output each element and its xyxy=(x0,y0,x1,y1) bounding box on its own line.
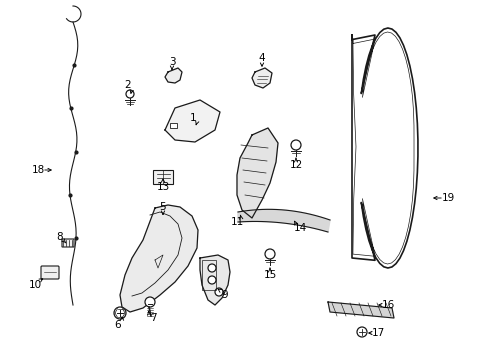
Text: 3: 3 xyxy=(168,57,175,67)
Polygon shape xyxy=(237,128,278,218)
Circle shape xyxy=(126,90,134,98)
Circle shape xyxy=(145,297,155,307)
Text: 6: 6 xyxy=(115,320,121,330)
Text: 14: 14 xyxy=(293,223,306,233)
Text: 16: 16 xyxy=(381,300,394,310)
Circle shape xyxy=(264,249,274,259)
Text: 17: 17 xyxy=(370,328,384,338)
Bar xyxy=(170,123,177,128)
Polygon shape xyxy=(164,100,220,142)
Text: 4: 4 xyxy=(258,53,265,63)
Polygon shape xyxy=(251,68,271,88)
FancyBboxPatch shape xyxy=(62,239,74,247)
Bar xyxy=(153,170,173,184)
Text: 11: 11 xyxy=(230,217,243,227)
Text: 1: 1 xyxy=(189,113,196,123)
Text: 10: 10 xyxy=(28,280,41,290)
Text: 12: 12 xyxy=(289,160,302,170)
Text: 9: 9 xyxy=(221,290,228,300)
Text: 7: 7 xyxy=(149,313,156,323)
Bar xyxy=(202,260,216,290)
Circle shape xyxy=(207,276,216,284)
Polygon shape xyxy=(200,255,229,305)
Text: 2: 2 xyxy=(124,80,131,90)
Text: 19: 19 xyxy=(441,193,454,203)
Circle shape xyxy=(215,288,223,296)
Text: 15: 15 xyxy=(263,270,276,280)
Circle shape xyxy=(207,264,216,272)
Polygon shape xyxy=(238,210,329,232)
Text: 8: 8 xyxy=(57,232,63,242)
Polygon shape xyxy=(164,68,182,83)
Text: 5: 5 xyxy=(160,202,166,212)
Text: 18: 18 xyxy=(31,165,44,175)
Polygon shape xyxy=(327,302,393,318)
Circle shape xyxy=(356,327,366,337)
Circle shape xyxy=(290,140,301,150)
Text: 13: 13 xyxy=(156,182,169,192)
Circle shape xyxy=(114,307,126,319)
FancyBboxPatch shape xyxy=(41,266,59,279)
Polygon shape xyxy=(120,205,198,312)
